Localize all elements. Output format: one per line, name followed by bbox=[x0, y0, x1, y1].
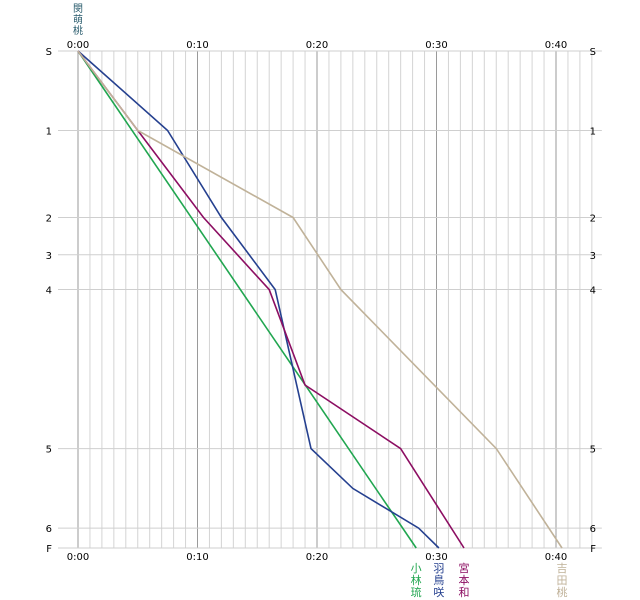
y-tick-label-right: S bbox=[590, 47, 596, 58]
y-tick-label-left: 6 bbox=[46, 524, 52, 535]
y-tick-label-right: 6 bbox=[590, 524, 596, 535]
y-tick-label-right: 3 bbox=[590, 251, 596, 262]
series-lines bbox=[77, 50, 563, 549]
series-name-char: 琉 bbox=[411, 585, 422, 599]
y-tick-label-left: 3 bbox=[46, 251, 52, 262]
y-tick-label-left: S bbox=[46, 47, 52, 58]
y-tick-label-right: 4 bbox=[590, 286, 596, 297]
x-tick-label-bottom: 0:10 bbox=[186, 552, 208, 563]
series-name-char: 田 bbox=[556, 574, 567, 587]
y-tick-label-left: 5 bbox=[46, 445, 52, 456]
series-name-char: 吉 bbox=[556, 562, 567, 575]
series-line bbox=[77, 50, 465, 549]
y-tick-label-right: 1 bbox=[590, 127, 596, 138]
x-tick-label-top: 0:30 bbox=[425, 40, 447, 51]
y-tick-label-left: F bbox=[46, 544, 52, 555]
axes: 0:00 0:00 0:10 0:10 0:20 0:20 0:30 0:30 0:40 0:40… bbox=[46, 40, 597, 563]
top-label-char: 萌 bbox=[73, 13, 83, 26]
y-tick-label-left: 1 bbox=[46, 127, 52, 138]
series-line bbox=[77, 50, 417, 549]
series-line bbox=[77, 50, 440, 549]
y-tick-label-right: 2 bbox=[590, 213, 596, 224]
x-tick-label-top: 0:40 bbox=[545, 40, 567, 51]
x-tick-label-top: 0:00 bbox=[67, 40, 89, 51]
x-tick-label-bottom: 0:00 bbox=[67, 552, 89, 563]
series-line bbox=[77, 50, 563, 549]
series-name-char: 桃 bbox=[556, 585, 567, 599]
y-tick-label-right: 5 bbox=[590, 445, 596, 456]
y-tick-label-right: F bbox=[590, 544, 596, 555]
series-name-char: 和 bbox=[458, 586, 469, 599]
x-tick-label-bottom: 0:30 bbox=[425, 552, 447, 563]
series-name-char: 林 bbox=[411, 573, 422, 587]
series-name-char: 本 bbox=[458, 573, 469, 587]
grid bbox=[58, 50, 602, 549]
y-tick-label-left: 2 bbox=[46, 213, 52, 224]
x-tick-label-bottom: 0:40 bbox=[545, 552, 567, 563]
top-label-char: 桃 bbox=[73, 24, 83, 37]
series-name-char: 宮 bbox=[458, 561, 469, 575]
top-label-char: 閔 bbox=[73, 3, 83, 15]
series-name-char: 小 bbox=[411, 562, 422, 575]
series-name-char: 羽 bbox=[433, 562, 444, 575]
top-labels: 閔萌桃 bbox=[73, 3, 83, 37]
x-tick-label-top: 0:20 bbox=[306, 40, 328, 51]
series-name-char: 咲 bbox=[433, 585, 444, 599]
y-tick-label-left: 4 bbox=[46, 286, 52, 297]
x-tick-label-top: 0:10 bbox=[186, 40, 208, 51]
series-name-char: 鳥 bbox=[433, 573, 444, 587]
x-tick-label-bottom: 0:20 bbox=[306, 552, 328, 563]
